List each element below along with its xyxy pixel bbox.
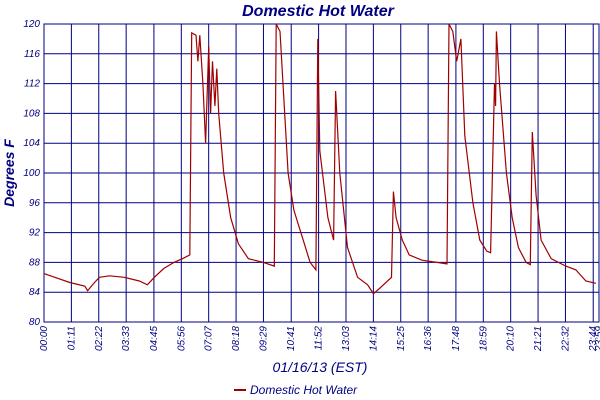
x-tick-label: 09:29 <box>258 326 269 351</box>
x-tick-label: 16:36 <box>423 326 434 351</box>
x-tick-label: 08:18 <box>231 326 242 351</box>
x-tick-label: 22:32 <box>560 326 571 352</box>
x-tick-label: 00:00 <box>39 326 50 351</box>
y-tick-label: 84 <box>29 287 41 298</box>
x-tick-label: 20:10 <box>506 326 517 352</box>
x-tick-label: 18:59 <box>478 326 489 351</box>
x-tick-label: 14:14 <box>368 326 379 351</box>
x-tick-label: 13:03 <box>341 326 352 351</box>
x-tick-label: 23:44 <box>588 326 599 352</box>
y-tick-label: 116 <box>24 49 40 60</box>
data-line <box>43 23 597 295</box>
y-tick-label: 108 <box>23 108 40 119</box>
x-tick-label: 04:45 <box>149 326 160 351</box>
y-tick-label: 92 <box>29 228 41 239</box>
chart-title: Domestic Hot Water <box>242 3 395 20</box>
y-tick-label: 120 <box>23 19 40 30</box>
x-tick-label: 11:52 <box>314 326 325 351</box>
x-tick-label: 21:21 <box>533 326 544 352</box>
y-tick-label: 100 <box>23 168 40 179</box>
x-tick-label: 01:11 <box>66 326 77 350</box>
x-tick-label: 17:48 <box>451 326 462 351</box>
y-tick-label: 96 <box>29 198 41 209</box>
y-tick-label: 88 <box>29 257 41 268</box>
x-axis-label: 01/16/13 (EST) <box>273 359 368 375</box>
y-axis-label: Degrees F <box>1 139 17 207</box>
x-tick-label: 10:41 <box>286 326 297 351</box>
y-tick-label: 104 <box>23 138 40 149</box>
y-tick-label: 80 <box>29 317 41 328</box>
legend-label: Domestic Hot Water <box>250 383 358 397</box>
x-tick-label: 07:07 <box>204 326 215 351</box>
x-tick-label: 03:33 <box>121 326 132 351</box>
x-tick-label: 02:22 <box>94 326 105 351</box>
x-tick-label: 23:59 <box>594 326 600 352</box>
y-tick-label: 112 <box>24 79 40 90</box>
x-tick-label: 15:25 <box>396 326 407 351</box>
x-tick-label: 05:56 <box>176 326 187 351</box>
